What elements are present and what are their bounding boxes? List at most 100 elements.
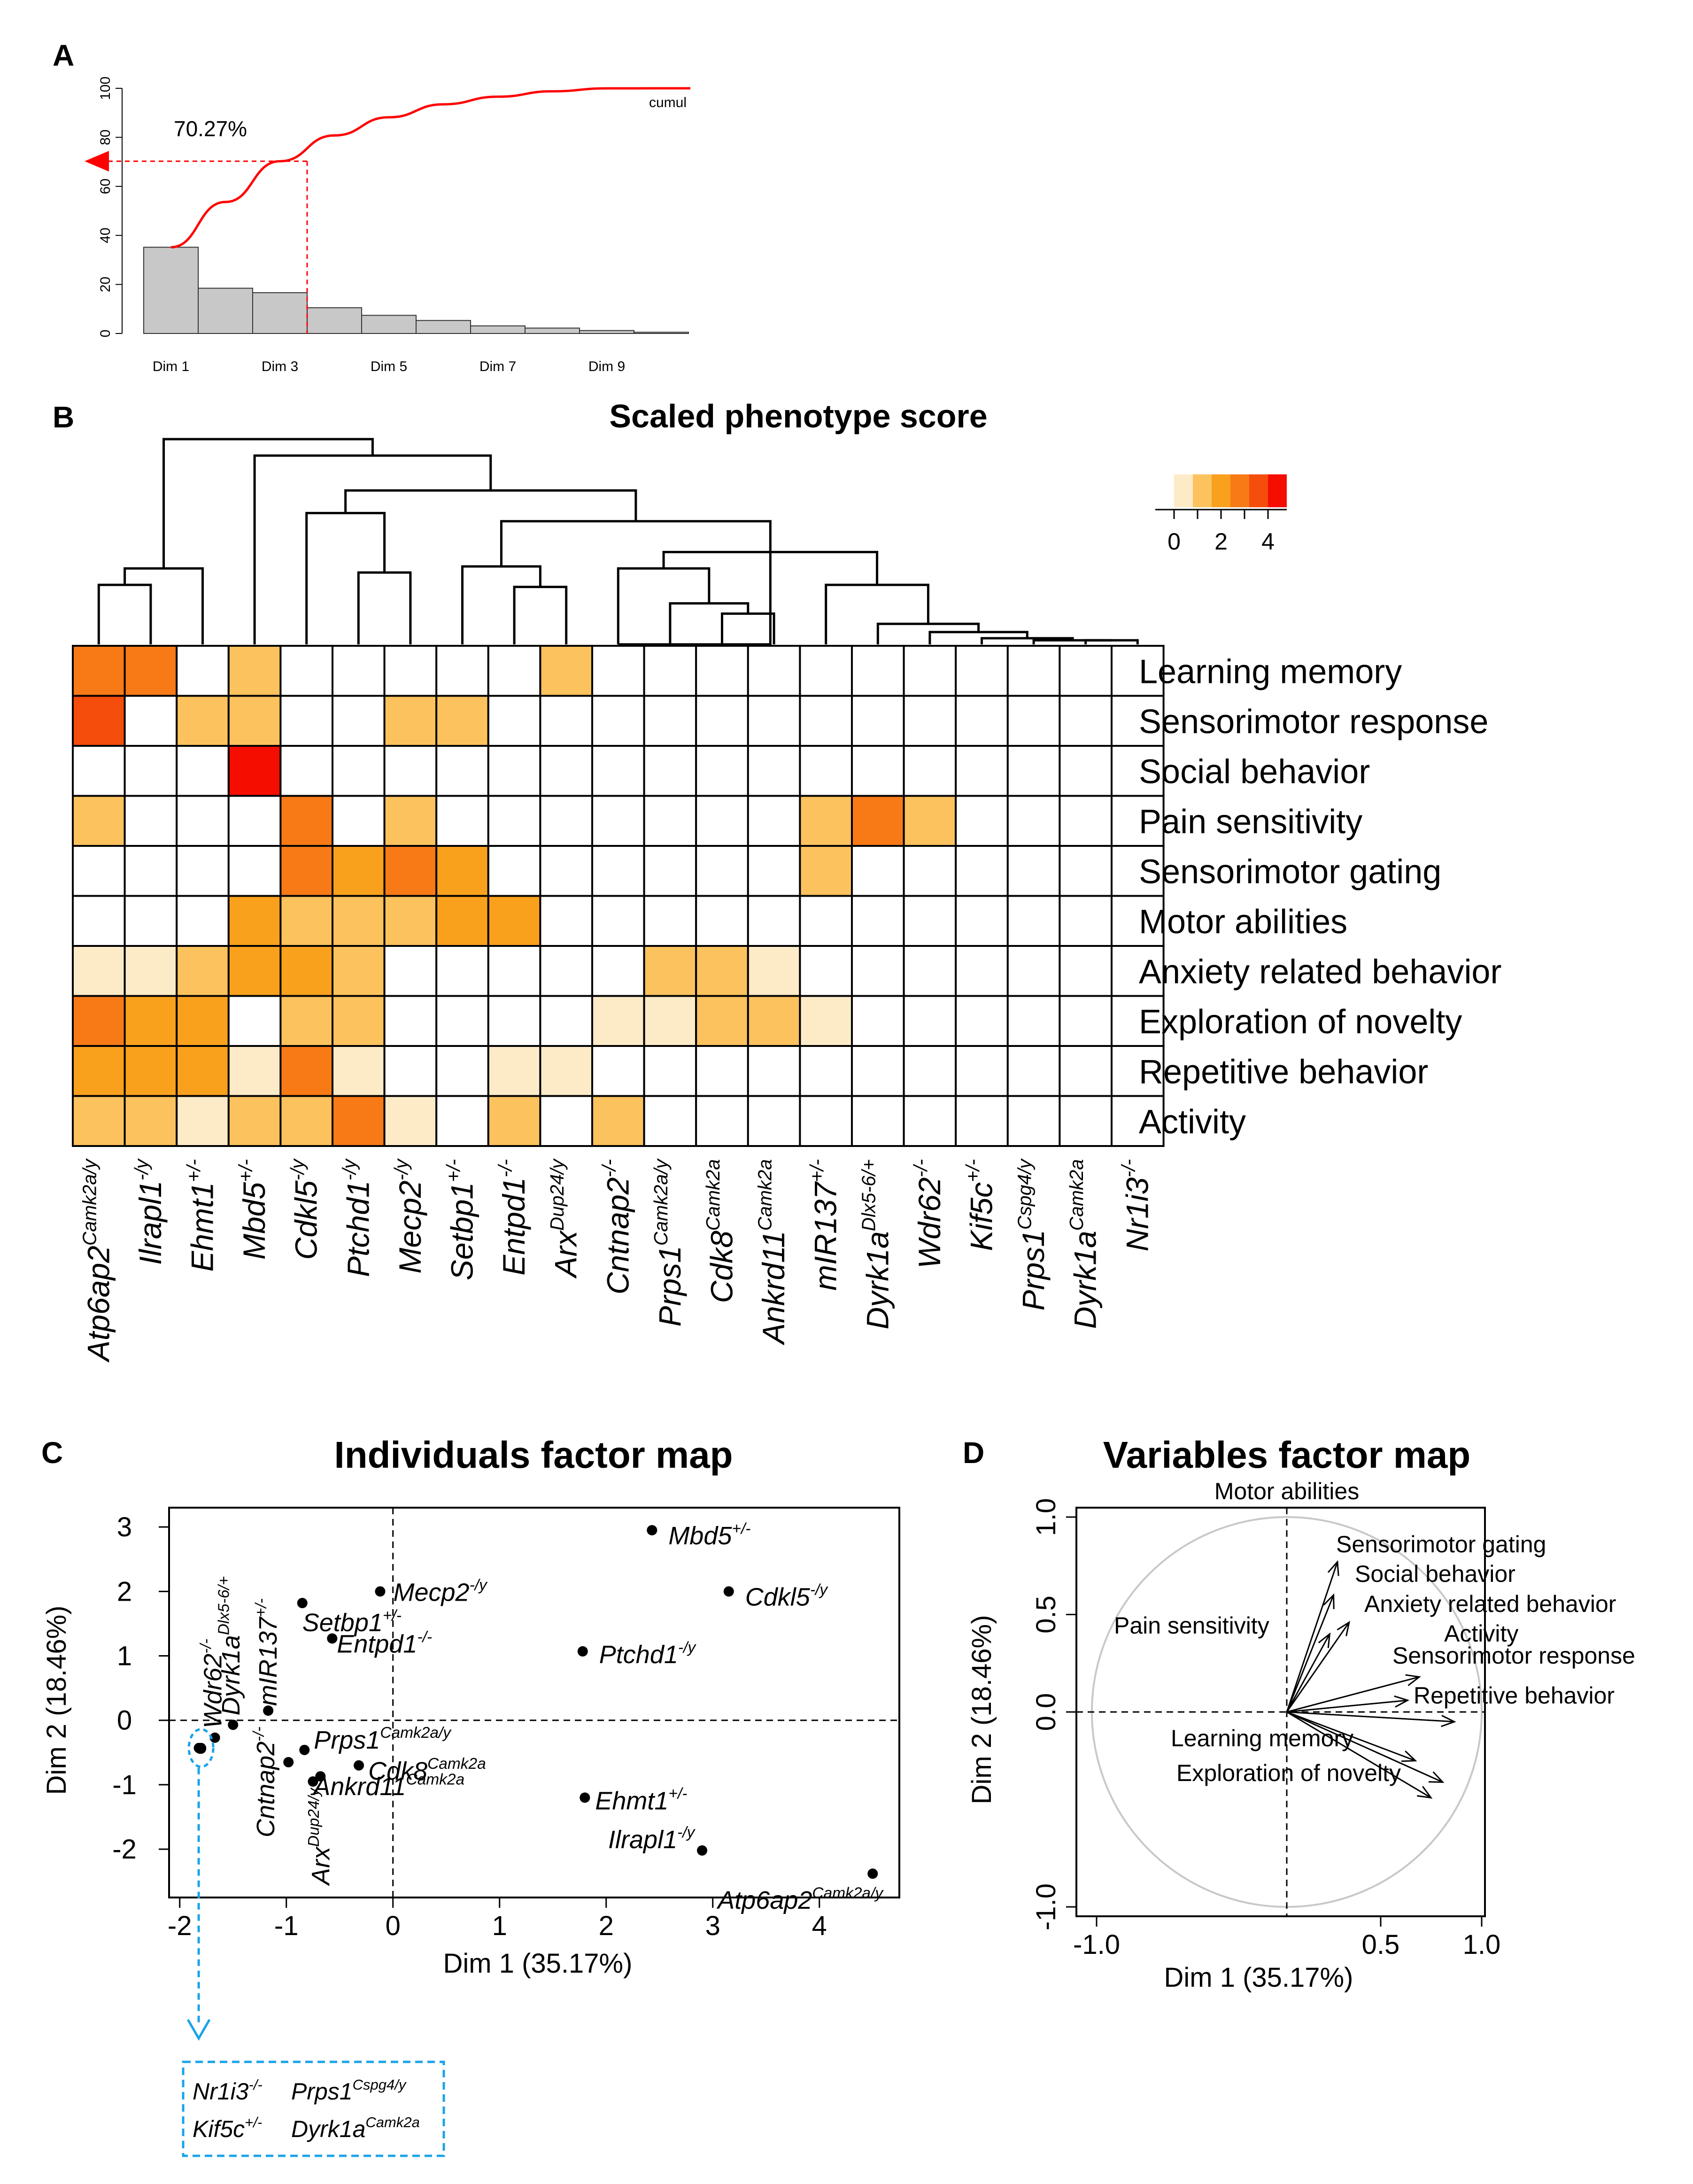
heatmap-cell <box>747 1095 801 1147</box>
y-tick-label: 0.5 <box>1031 1595 1061 1634</box>
x-tick-label: Dim 5 <box>371 359 407 374</box>
dendrogram-branch <box>617 567 711 644</box>
row-label: Pain sensitivity <box>1139 803 1362 841</box>
point-label: ArxDup24/y <box>305 1787 335 1886</box>
heatmap-cell <box>279 845 334 897</box>
dendrogram-branch <box>253 454 492 644</box>
y-tick-label: 20 <box>98 277 113 292</box>
y-tick-label: 3 <box>117 1512 132 1542</box>
heatmap-cell <box>279 645 334 697</box>
heatmap-cell <box>1059 695 1113 747</box>
point-label: Ehmt1+/- <box>595 1785 687 1815</box>
heatmap-cell <box>227 845 282 897</box>
heatmap-cell <box>591 845 645 897</box>
y-tick-label: 1.0 <box>1031 1498 1061 1536</box>
heatmap-cell <box>643 645 697 697</box>
heatmap-cell <box>851 645 905 697</box>
point-label: mIR137+/- <box>252 1598 282 1706</box>
heatmap-cell <box>591 795 645 847</box>
legend-label: 4 <box>1261 528 1275 555</box>
heatmap-cell <box>124 695 178 747</box>
vector-arrowhead <box>1441 1715 1456 1727</box>
heatmap-cell <box>227 745 282 797</box>
heatmap-cell <box>487 945 541 997</box>
heatmap-cell <box>383 695 438 747</box>
heatmap-cell <box>539 745 594 797</box>
row-label: Motor abilities <box>1139 903 1347 941</box>
heatmap-cell <box>903 745 957 797</box>
heatmap-cell <box>799 845 853 897</box>
variable-label: Social behavior <box>1355 1561 1515 1587</box>
cluster-box-label: Prps1Cspg4/y <box>291 2076 407 2105</box>
bar-9 <box>579 330 634 334</box>
vector-arrow <box>1286 1561 1338 1712</box>
heatmap-cell <box>539 795 594 847</box>
heatmap-cell <box>1006 795 1061 847</box>
heatmap-cell <box>1059 1045 1113 1097</box>
heatmap-cell <box>487 1045 541 1097</box>
x-tick-label: Dim 9 <box>588 359 625 374</box>
point-cntnap2 <box>283 1757 294 1767</box>
heatmap-cell <box>176 645 230 697</box>
panel-label-c: C <box>41 1436 63 1470</box>
vector-arrow <box>1286 1711 1416 1762</box>
cluster-box-label: Nr1i3-/- <box>193 2076 263 2105</box>
column-label: Ptchd1-/y <box>339 1158 376 1277</box>
vector-arrowhead <box>1405 1674 1421 1686</box>
heatmap-cell <box>279 1095 334 1147</box>
heatmap-cell <box>955 995 1009 1047</box>
heatmap-cell <box>383 995 438 1047</box>
column-label: Prps1Cspg4/y <box>1013 1158 1051 1310</box>
heatmap-cell <box>1006 845 1061 897</box>
heatmap-cell <box>435 745 489 797</box>
heatmap-cell <box>1006 995 1061 1047</box>
y-tick-label: 0.0 <box>1031 1693 1061 1731</box>
heatmap-cell <box>279 995 334 1047</box>
heatmap-cell <box>435 945 489 997</box>
heatmap-cell <box>487 745 541 797</box>
heatmap-cell <box>435 845 489 897</box>
heatmap-cell <box>643 895 697 947</box>
heatmap-cell <box>799 745 853 797</box>
heatmap-cell <box>695 1045 749 1097</box>
heatmap-cell <box>955 945 1009 997</box>
heatmap-cell <box>903 945 957 997</box>
heatmap-cell <box>591 1045 645 1097</box>
bar-2 <box>198 287 253 334</box>
heatmap-cell <box>747 995 801 1047</box>
heatmap-cell <box>435 1045 489 1097</box>
heatmap-cell <box>539 695 594 747</box>
row-label: Repetitive behavior <box>1139 1053 1428 1091</box>
heatmap-cell <box>176 795 230 847</box>
point-dyrk1a <box>228 1719 239 1730</box>
heatmap-cell <box>643 845 697 897</box>
heatmap-cell <box>903 695 957 747</box>
panel-label-a: A <box>53 39 74 72</box>
vector-arrow <box>1286 1676 1420 1713</box>
heatmap-cell <box>176 1095 230 1147</box>
column-label: Cdk8Camk2a <box>702 1159 739 1303</box>
vector-arrowhead <box>1323 1593 1335 1610</box>
cluster-arrowhead <box>186 2019 211 2041</box>
y-tick-label: 40 <box>98 228 113 243</box>
heatmap-cell <box>643 945 697 997</box>
bar-10 <box>634 332 689 334</box>
bar-8 <box>525 327 580 334</box>
y-tick-label: 0 <box>98 330 113 338</box>
bar-1 <box>143 247 199 334</box>
heatmap-cell <box>487 795 541 847</box>
column-label: Prps1Camk2a/y <box>650 1158 687 1326</box>
row-label: Learning memory <box>1139 653 1402 690</box>
heatmap-cell <box>955 795 1009 847</box>
vector-arrowhead <box>1327 1560 1339 1576</box>
heatmap-cell <box>799 795 853 847</box>
column-label: Setbp1+/- <box>442 1159 479 1280</box>
row-label: Exploration of novelty <box>1139 1003 1462 1041</box>
dendrogram-branch <box>461 565 541 644</box>
heatmap-cell <box>591 945 645 997</box>
heatmap-cell <box>332 1095 386 1147</box>
cluster-box-label: Kif5c+/- <box>193 2114 262 2142</box>
heatmap-cell <box>435 995 489 1047</box>
heatmap-cell <box>955 645 1009 697</box>
heatmap-cell <box>1006 1045 1061 1097</box>
